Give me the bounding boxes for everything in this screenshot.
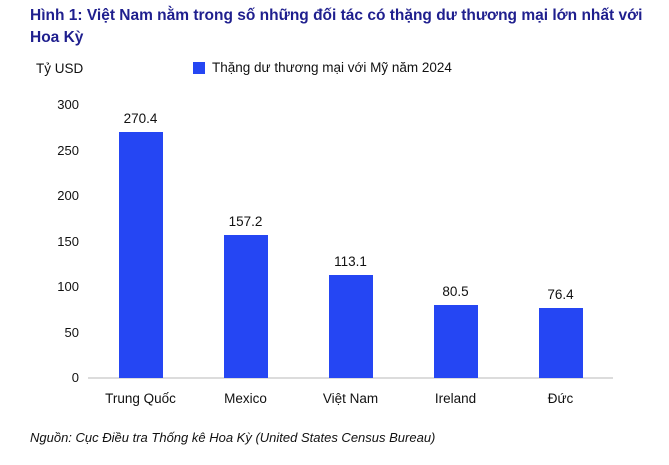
- x-axis-category-label: Việt Nam: [322, 391, 379, 406]
- chart-title: Hình 1: Việt Nam nằm trong số những đối …: [30, 7, 643, 46]
- y-axis-tick-label: 150: [57, 233, 79, 249]
- legend: Thặng dư thương mại với Mỹ năm 2024: [193, 60, 452, 75]
- bar-group: 157.2 Mexico: [193, 105, 298, 406]
- bar: [538, 308, 583, 378]
- y-axis: 0 50 100 150 200 250 300: [0, 97, 79, 385]
- bar-group: 80.5 Ireland: [403, 105, 508, 406]
- bar: [118, 131, 163, 378]
- y-axis-tick-label: 100: [57, 279, 79, 294]
- bar-group: 76.4 Đức: [508, 105, 613, 406]
- bar: [433, 304, 478, 378]
- bar-group: 113.1 Việt Nam: [298, 105, 403, 406]
- source-note: Nguồn: Cục Điều tra Thống kê Hoa Kỳ (Uni…: [30, 430, 436, 445]
- bar: [328, 275, 373, 378]
- bar-chart-plot-area: 270.4 Trung Quốc 157.2 Mexico 113.1 Việt Nam 8…: [88, 105, 613, 406]
- bar-value-label: 270.4: [123, 110, 158, 126]
- y-axis-tick-label: 300: [57, 97, 79, 112]
- y-axis-unit-label: Tỷ USD: [36, 61, 84, 76]
- bar-value-label: 157.2: [228, 213, 263, 229]
- bar-group: 270.4 Trung Quốc: [88, 105, 193, 406]
- legend-swatch-icon: [193, 61, 205, 74]
- x-axis-category-label: Đức: [547, 391, 574, 406]
- y-axis-tick-label: 50: [64, 324, 79, 340]
- x-axis-category-label: Ireland: [434, 391, 477, 406]
- y-axis-tick-label: 250: [57, 142, 79, 158]
- bar-value-label: 113.1: [334, 254, 367, 270]
- y-axis-tick-label: 200: [57, 188, 79, 203]
- y-axis-tick-label: 0: [71, 370, 79, 385]
- x-axis-category-label: Mexico: [224, 391, 267, 406]
- bar: [223, 234, 268, 378]
- legend-label: Thặng dư thương mại với Mỹ năm 2024: [212, 60, 452, 75]
- bar-value-label: 76.4: [547, 287, 574, 303]
- x-axis-line: [88, 377, 613, 379]
- x-axis-category-label: Trung Quốc: [105, 391, 176, 406]
- bar-value-label: 80.5: [442, 283, 469, 299]
